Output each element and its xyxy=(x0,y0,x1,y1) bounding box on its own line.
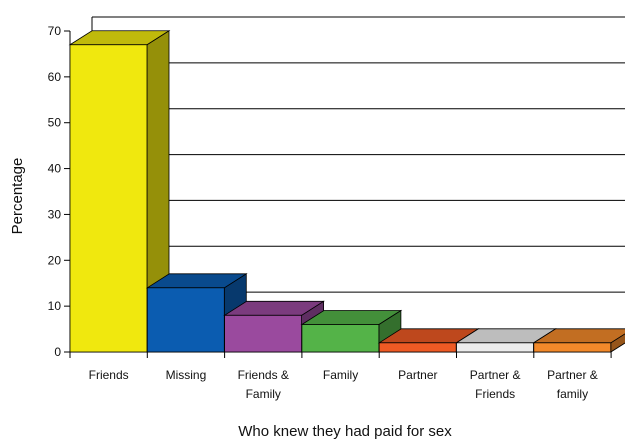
x-tick-label-line: Missing xyxy=(166,368,207,382)
x-tick-label-line: Friends xyxy=(475,387,515,401)
bar-front-1 xyxy=(146,287,225,353)
bar-front-2 xyxy=(224,314,303,353)
x-tick-label-line: Friends & xyxy=(238,368,289,382)
bar-front-0 xyxy=(69,44,148,353)
y-tick-label-0: 0 xyxy=(54,345,61,359)
x-tick-label-line: Partner & xyxy=(470,368,521,382)
y-tick-label-30: 30 xyxy=(48,207,62,221)
y-tick-label-50: 50 xyxy=(48,116,62,130)
x-tick-label-line: Partner xyxy=(398,368,437,382)
x-axis-title: Who knew they had paid for sex xyxy=(238,423,452,440)
x-tick-label-line: Family xyxy=(246,387,281,401)
y-axis-title: Percentage xyxy=(9,158,26,235)
y-tick-label-10: 10 xyxy=(48,299,62,313)
y-tick-label-20: 20 xyxy=(48,253,62,267)
x-tick-label-1: Missing xyxy=(166,368,207,382)
bar-front-3 xyxy=(301,324,380,353)
x-tick-label-line: family xyxy=(557,387,588,401)
x-tick-label-4: Partner xyxy=(398,368,437,382)
y-tick-label-40: 40 xyxy=(48,162,62,176)
bar-front-6 xyxy=(533,342,612,353)
bar-0 xyxy=(68,30,171,353)
x-tick-label-2: Friends & Family xyxy=(238,368,289,401)
bar-front-4 xyxy=(378,342,457,353)
x-tick-label-6: Partner & family xyxy=(547,368,598,401)
y-tick-label-60: 60 xyxy=(48,70,62,84)
bars xyxy=(68,30,625,353)
x-tick-label-5: Partner & Friends xyxy=(470,368,521,401)
bar-front-5 xyxy=(456,342,534,353)
x-tick-label-0: Friends xyxy=(89,368,129,382)
x-tick-label-3: Family xyxy=(323,368,358,382)
y-tick-label-70: 70 xyxy=(48,24,62,38)
labels: 0 10 20 30 40 50 60 70 Friends Missing Friends & Fa… xyxy=(48,24,598,401)
x-tick-label-line: Family xyxy=(323,368,358,382)
x-tick-label-line: Partner & xyxy=(547,368,598,382)
x-tick-label-line: Friends xyxy=(89,368,129,382)
bar-6 xyxy=(532,328,625,353)
